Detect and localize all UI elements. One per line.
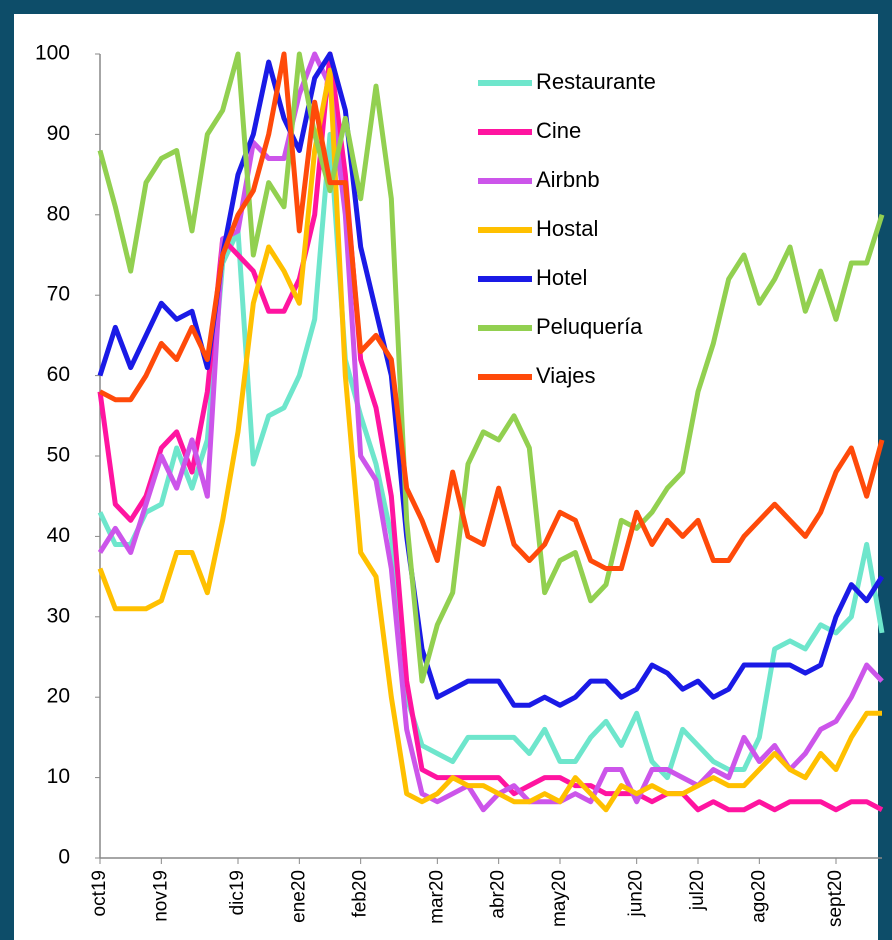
series-line bbox=[98, 51, 885, 572]
x-tick-label: nov19 bbox=[150, 870, 171, 922]
legend-label: Cine bbox=[536, 118, 581, 143]
series-line bbox=[97, 51, 884, 813]
x-tick-label: feb20 bbox=[350, 870, 371, 918]
series-line bbox=[97, 51, 885, 708]
plot-panel bbox=[14, 14, 878, 940]
x-tick-label: jul20 bbox=[687, 870, 708, 911]
y-tick-label: 70 bbox=[47, 283, 70, 306]
y-tick-label: 20 bbox=[47, 685, 70, 708]
legend-label: Hotel bbox=[536, 265, 587, 290]
y-tick-label: 10 bbox=[47, 765, 70, 788]
y-tick-label: 60 bbox=[47, 363, 70, 386]
series-line bbox=[97, 51, 885, 684]
legend-label: Restaurante bbox=[536, 69, 656, 94]
y-tick-label: 0 bbox=[58, 846, 70, 869]
y-tick-label: 40 bbox=[47, 524, 70, 547]
y-tick-label: 80 bbox=[47, 202, 70, 225]
y-tick-label: 50 bbox=[47, 444, 70, 467]
y-tick-label: 100 bbox=[35, 42, 70, 65]
x-tick-label: oct19 bbox=[89, 870, 110, 916]
x-tick-label: dic19 bbox=[227, 870, 248, 915]
x-tick-label: jun20 bbox=[626, 870, 647, 918]
x-tick-label: may20 bbox=[549, 870, 570, 927]
x-tick-label: sept20 bbox=[825, 870, 846, 927]
series-line bbox=[97, 67, 882, 813]
legend-label: Viajes bbox=[536, 363, 596, 388]
x-tick-label: mar20 bbox=[426, 870, 447, 924]
x-tick-label: abr20 bbox=[488, 870, 509, 919]
x-tick-label: ago20 bbox=[748, 870, 769, 923]
y-tick-label: 90 bbox=[47, 122, 70, 145]
legend-label: Peluquería bbox=[536, 314, 643, 339]
y-tick-label: 30 bbox=[47, 604, 70, 627]
x-tick-label: ene20 bbox=[288, 870, 309, 923]
legend-label: Airbnb bbox=[536, 167, 600, 192]
legend-label: Hostal bbox=[536, 216, 598, 241]
